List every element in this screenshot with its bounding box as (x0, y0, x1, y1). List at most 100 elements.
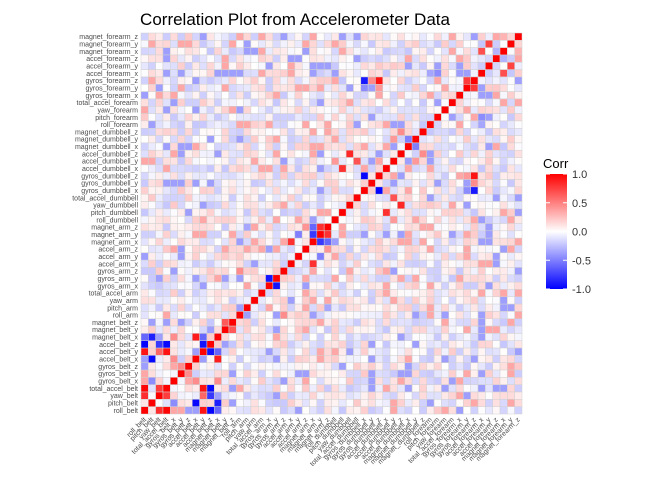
heatmap-cell (331, 40, 340, 48)
heatmap-cell (419, 259, 428, 268)
heatmap-cell (375, 69, 384, 78)
heatmap-cell (206, 333, 215, 341)
heatmap-cell (345, 252, 354, 261)
heatmap-cell (477, 237, 486, 246)
heatmap-cell (250, 245, 259, 254)
heatmap-cell (287, 186, 296, 195)
heatmap-cell (404, 32, 413, 41)
heatmap-cell (499, 120, 508, 129)
heatmap-cell (345, 32, 354, 41)
heatmap-cell (301, 62, 310, 70)
heatmap-cell (477, 230, 486, 239)
heatmap-cell (192, 98, 200, 107)
heatmap-cell (338, 32, 347, 41)
heatmap-cell (404, 98, 413, 107)
heatmap-cell (470, 377, 479, 385)
heatmap-cell (155, 267, 164, 276)
y-tick-label: pitch_arm (107, 305, 138, 312)
heatmap-cell (345, 98, 354, 107)
heatmap-cell (477, 157, 486, 166)
heatmap-cell (170, 149, 178, 158)
heatmap-cell (411, 179, 420, 188)
heatmap-cell (441, 362, 449, 371)
heatmap-cell (316, 215, 325, 224)
heatmap-cell (301, 157, 310, 166)
heatmap-cell (272, 91, 281, 100)
heatmap-cell (287, 128, 296, 136)
heatmap-cell (177, 98, 186, 107)
heatmap-cell (243, 267, 252, 276)
heatmap-cell (499, 40, 508, 48)
heatmap-cell (492, 369, 501, 378)
heatmap-cell (514, 215, 523, 224)
heatmap-cell (199, 384, 208, 393)
heatmap-cell (301, 91, 310, 100)
heatmap-cell (199, 208, 208, 217)
heatmap-cell (243, 347, 252, 356)
heatmap-cell (243, 135, 252, 144)
heatmap-cell (433, 135, 442, 144)
heatmap-cell (470, 149, 479, 158)
heatmap-cell (192, 84, 200, 92)
heatmap-cell (287, 149, 296, 158)
heatmap-cell (265, 128, 274, 136)
heatmap-cell (206, 245, 215, 254)
heatmap-cell (316, 362, 325, 371)
heatmap-cell (272, 62, 281, 70)
heatmap-cell (294, 289, 303, 298)
heatmap-cell (250, 230, 259, 239)
heatmap-cell (177, 223, 186, 232)
heatmap-cell (448, 406, 457, 415)
heatmap-cell (338, 340, 347, 349)
heatmap-cell (492, 391, 501, 400)
heatmap-cell (257, 406, 266, 415)
heatmap-cell (236, 399, 244, 407)
heatmap-cell (162, 237, 171, 246)
heatmap-cell (382, 106, 391, 114)
heatmap-cell (170, 54, 178, 63)
heatmap-cell (323, 274, 332, 283)
heatmap-cell (382, 54, 391, 63)
heatmap-cell (279, 149, 288, 158)
heatmap-cell (294, 340, 303, 349)
heatmap-cell (382, 186, 391, 195)
heatmap-cell (382, 369, 391, 378)
heatmap-cell (382, 245, 391, 254)
heatmap-cell (499, 340, 508, 349)
heatmap-cell (404, 193, 413, 202)
heatmap-cell (433, 237, 442, 246)
heatmap-cell (331, 208, 340, 217)
heatmap-cell (265, 171, 274, 180)
heatmap-cell (419, 208, 428, 217)
heatmap-cell (375, 377, 384, 385)
heatmap-cell (287, 355, 296, 363)
heatmap-cell (375, 208, 384, 217)
heatmap-cell (221, 245, 230, 254)
heatmap-cell (345, 303, 354, 312)
heatmap-cell (257, 303, 266, 312)
heatmap-cell (448, 54, 457, 63)
heatmap-cell (316, 377, 325, 385)
heatmap-cell (170, 91, 178, 100)
heatmap-cell (301, 267, 310, 276)
heatmap-cell (199, 76, 208, 85)
heatmap-cell (389, 113, 398, 122)
heatmap-cell (148, 391, 156, 400)
heatmap-cell (148, 113, 156, 122)
heatmap-cell (170, 296, 178, 305)
heatmap-cell (250, 157, 259, 166)
heatmap-cell (389, 311, 398, 320)
heatmap-cell (199, 128, 208, 136)
heatmap-cell (177, 106, 186, 114)
heatmap-cell (192, 54, 200, 63)
heatmap-cell (170, 377, 178, 385)
heatmap-cell (192, 62, 200, 70)
heatmap-cell (338, 318, 347, 327)
heatmap-cell (455, 406, 464, 415)
heatmap-cell (192, 135, 200, 144)
heatmap-cell (323, 186, 332, 195)
heatmap-cell (419, 311, 428, 320)
heatmap-cell (279, 76, 288, 85)
heatmap-cell (455, 215, 464, 224)
heatmap-cell (148, 325, 156, 334)
